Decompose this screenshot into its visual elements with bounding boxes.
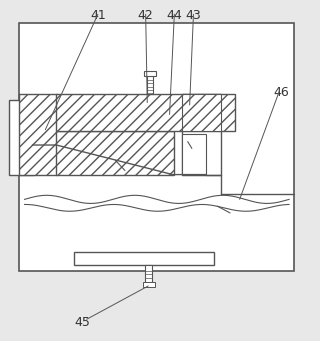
Bar xyxy=(144,71,156,76)
Bar xyxy=(74,252,214,265)
Text: 44: 44 xyxy=(166,10,182,23)
Bar xyxy=(182,94,220,175)
Text: 41: 41 xyxy=(90,10,106,23)
Text: 46: 46 xyxy=(273,86,289,99)
Bar xyxy=(56,131,174,175)
Text: 42: 42 xyxy=(138,10,154,23)
Bar xyxy=(143,282,155,287)
Text: 45: 45 xyxy=(74,316,90,329)
Bar xyxy=(56,94,235,131)
Bar xyxy=(19,94,57,175)
Bar xyxy=(145,265,152,283)
Text: 43: 43 xyxy=(186,10,201,23)
Bar xyxy=(182,94,220,131)
Bar xyxy=(19,24,294,271)
Bar xyxy=(182,134,206,175)
Bar xyxy=(9,100,34,175)
Bar xyxy=(147,75,153,94)
